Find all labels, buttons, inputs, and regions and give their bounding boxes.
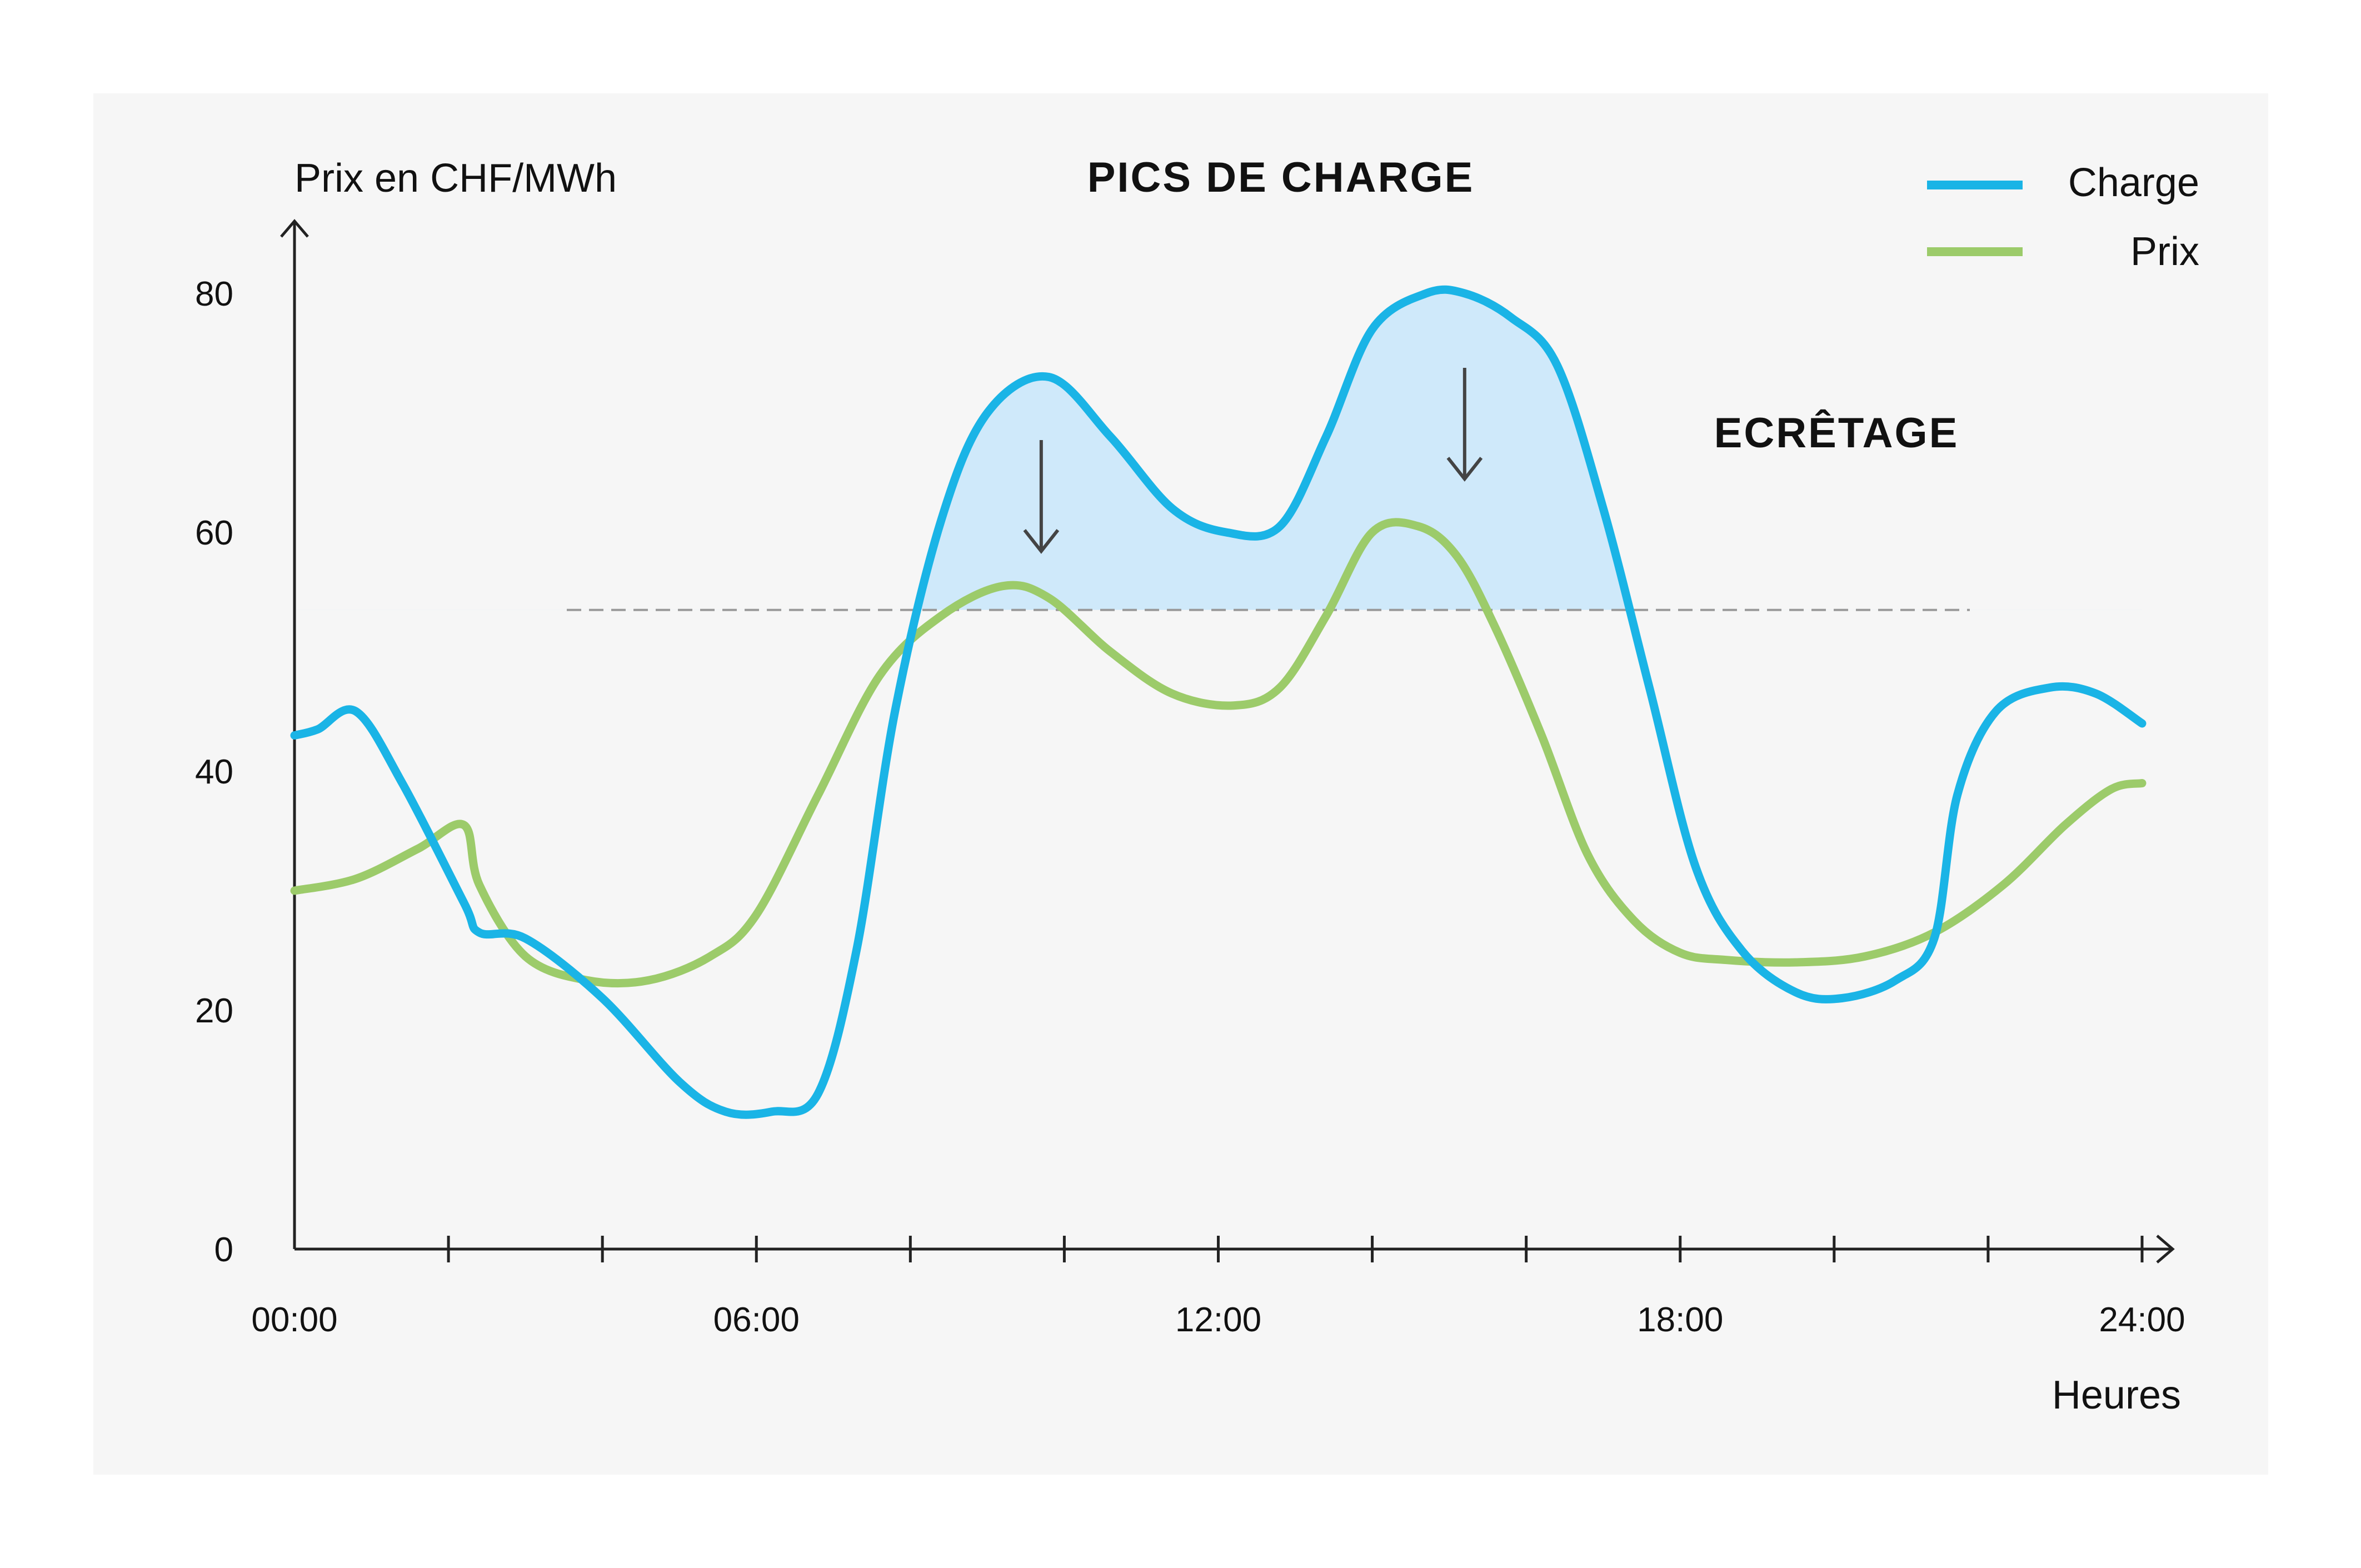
chart-title: PICS DE CHARGE bbox=[1087, 154, 1475, 201]
x-axis-title: Heures bbox=[2052, 1373, 2181, 1417]
peak-arrows bbox=[1023, 368, 1483, 554]
y-axis-arrowhead bbox=[280, 219, 309, 238]
peak-shaving-area-layer bbox=[294, 289, 2142, 610]
peak-shaving-area bbox=[294, 289, 2142, 610]
y-tick-label: 80 bbox=[195, 275, 233, 313]
chart-panel bbox=[93, 93, 2268, 1475]
x-tick-label: 06:00 bbox=[713, 1301, 800, 1339]
y-tick-label: 60 bbox=[195, 514, 233, 552]
down-arrow-head bbox=[1023, 529, 1060, 554]
x-tick-label: 00:00 bbox=[251, 1301, 337, 1339]
x-axis-arrowhead bbox=[2156, 1235, 2175, 1264]
legend-charge-label: Charge bbox=[2068, 161, 2199, 205]
y-tick-label: 20 bbox=[195, 992, 233, 1030]
down-arrow-head bbox=[1446, 457, 1483, 482]
charge-series-line bbox=[290, 285, 2147, 1119]
x-tick-labels: 00:00 06:00 12:00 18:00 24:00 bbox=[251, 1301, 2185, 1339]
y-axis-title: Prix en CHF/MWh bbox=[294, 156, 617, 201]
axes bbox=[280, 219, 2175, 1264]
y-tick-label: 40 bbox=[195, 753, 233, 791]
legend-prix-label: Prix bbox=[2130, 229, 2199, 274]
y-tick-label: 0 bbox=[214, 1231, 233, 1269]
x-tick-label: 18:00 bbox=[1637, 1301, 1723, 1339]
y-tick-labels: 0 20 40 60 80 bbox=[195, 275, 233, 1269]
legend: Charge Prix bbox=[1927, 161, 2199, 274]
shaving-annotation: ECRÊTAGE bbox=[1714, 409, 1959, 457]
series-lines bbox=[290, 285, 2147, 1119]
tick-marks bbox=[447, 1236, 2144, 1262]
x-tick-label: 12:00 bbox=[1175, 1301, 1261, 1339]
x-tick-label: 24:00 bbox=[2099, 1301, 2185, 1339]
